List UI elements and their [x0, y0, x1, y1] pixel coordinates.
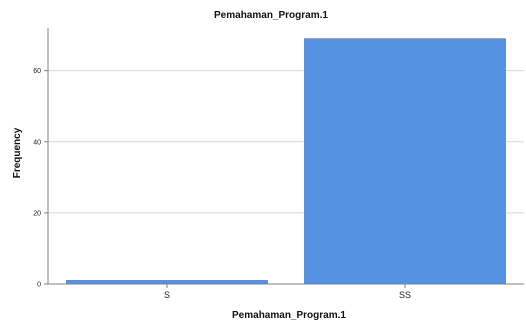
y-axis-label: Frequency [12, 127, 23, 178]
x-tick-label: S [164, 290, 170, 300]
x-tick-label: SS [399, 290, 411, 300]
y-tick-label: 0 [37, 282, 41, 289]
bar-S [66, 280, 268, 285]
x-axis-label: Pemahaman_Program.1 [232, 310, 346, 321]
y-tick-label: 40 [33, 139, 41, 146]
y-tick-label: 20 [33, 210, 41, 217]
y-tick-label: 60 [33, 68, 41, 75]
chart-title: Pemahaman_Program.1 [214, 10, 328, 21]
axes [44, 28, 524, 288]
bars [66, 38, 506, 285]
bar-SS [304, 38, 506, 285]
